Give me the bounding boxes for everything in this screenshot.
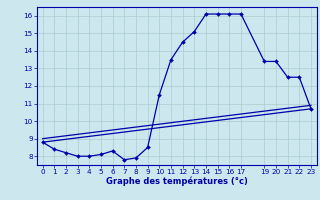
X-axis label: Graphe des températures (°c): Graphe des températures (°c) [106, 177, 248, 186]
